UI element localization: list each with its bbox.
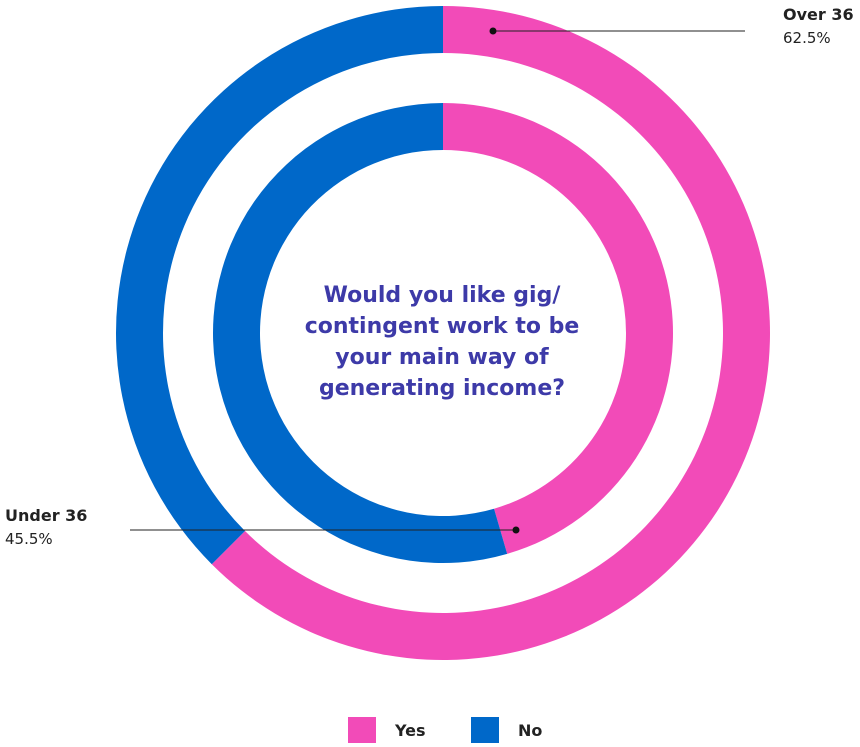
value-label: 62.5% (783, 29, 831, 47)
leader-dot (489, 27, 497, 35)
value-label: 45.5% (5, 530, 53, 548)
donut-segment (212, 103, 508, 564)
ring-label: Under 36 (5, 506, 87, 525)
legend-swatch (348, 717, 376, 743)
ring-label: Over 36 (783, 5, 854, 24)
chart-title: Would you like gig/ contingent work to b… (304, 283, 580, 401)
donut-segment (443, 103, 673, 554)
donut-segment (115, 6, 444, 565)
legend-label: Yes (394, 721, 426, 740)
donut-segment (211, 6, 770, 661)
leader-dot (512, 526, 520, 534)
legend-label: No (518, 721, 542, 740)
legend-swatch (471, 717, 499, 743)
